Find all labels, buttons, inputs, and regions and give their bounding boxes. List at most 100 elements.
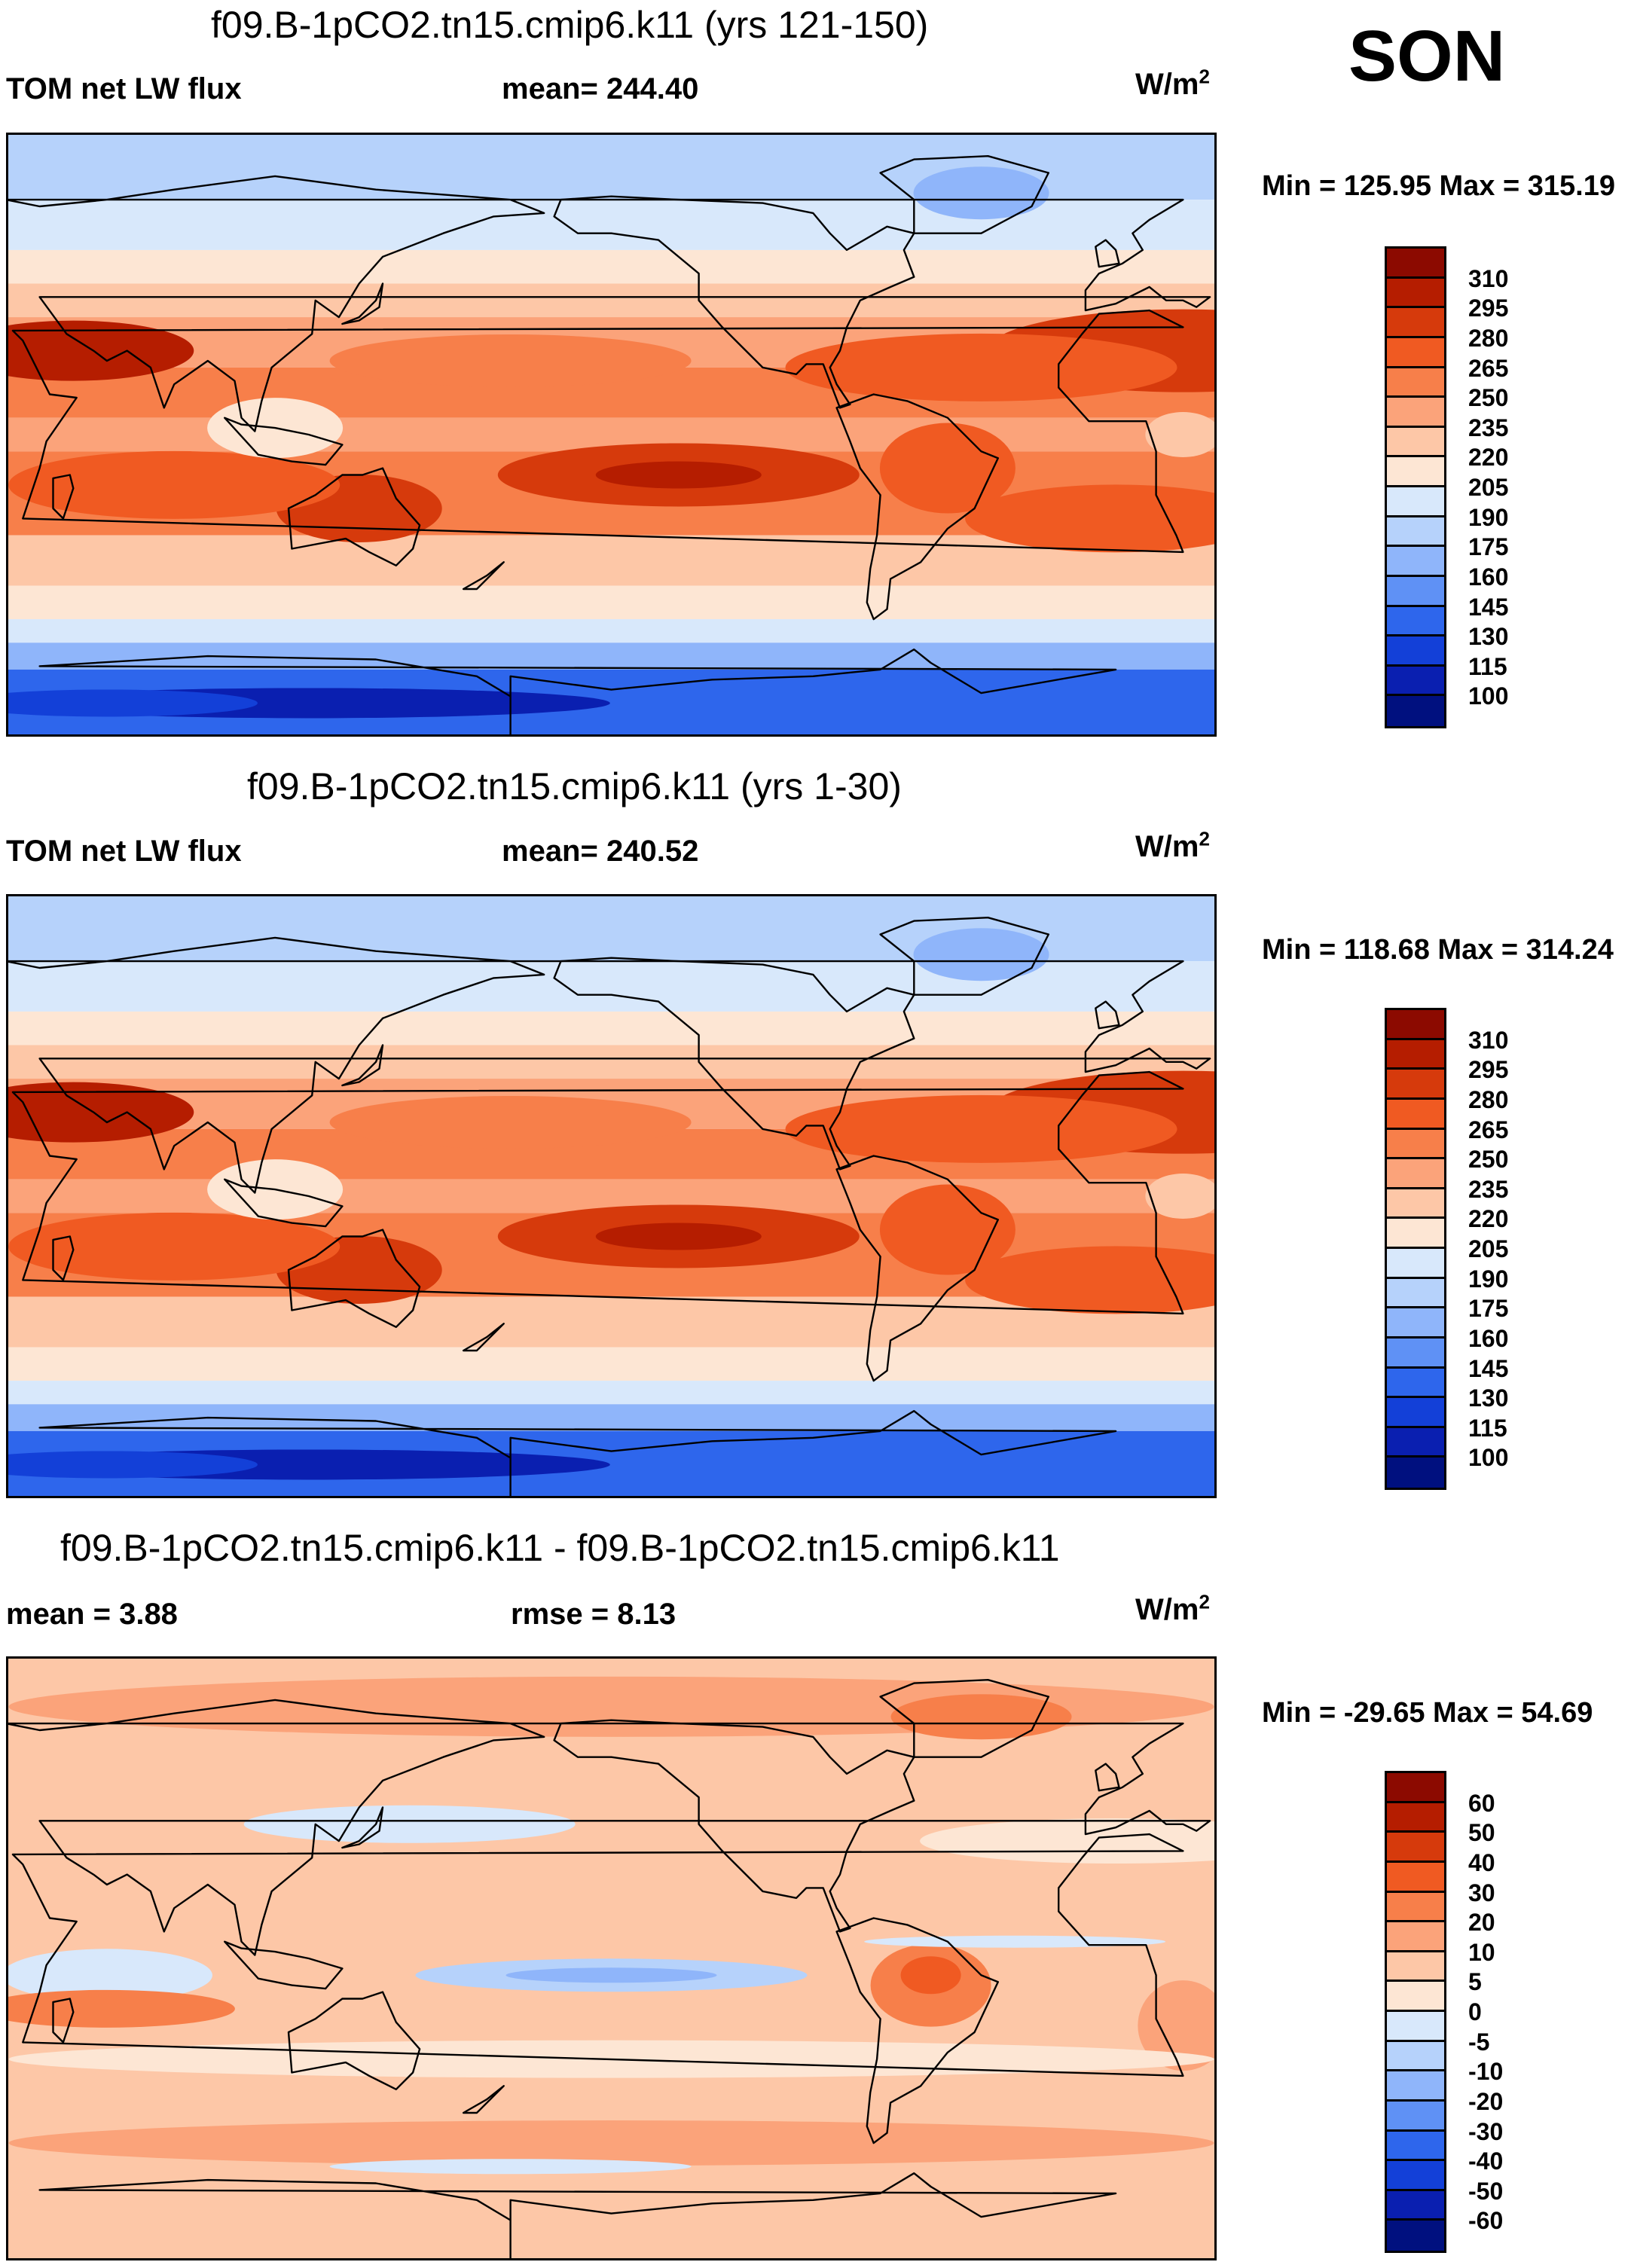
map-frame: [6, 133, 1217, 737]
coastline-indonesia: [224, 1178, 344, 1228]
panel-2-minmax: Min = 118.68 Max = 314.24: [1262, 934, 1614, 966]
panel-2-mean-label: mean= 240.52: [502, 835, 699, 868]
coastline-africa: [11, 309, 1184, 554]
coastline-europe-asia: [6, 1699, 1211, 1956]
field-band: [6, 619, 1217, 643]
field-contour: [965, 1246, 1217, 1314]
colorbar-tick-label: 50: [1468, 1819, 1495, 1847]
colorbar-segment: [1385, 425, 1446, 460]
colorbar-tick-label: 220: [1468, 444, 1509, 472]
coastline-australia: [287, 467, 421, 566]
colorbar-segment: [1385, 1186, 1446, 1222]
colorbar-segment: [1385, 2159, 1446, 2193]
coastline-nz: [462, 2085, 505, 2114]
colorbar-tick-label: -10: [1468, 2058, 1504, 2086]
colorbar-tick-label: 280: [1468, 1085, 1509, 1113]
field-contour: [1145, 412, 1217, 457]
panel-3-colorbar: 60 50 40 30 20 10 5 0 -5 -10 -20 -30 -40 -50 -60: [1385, 1771, 1503, 2253]
colorbar-tick-label: 10: [1468, 1938, 1495, 1966]
coastline-antarctica: [38, 2172, 1117, 2260]
colorbar-segment: [1385, 545, 1446, 579]
coastline-australia: [287, 1991, 421, 2090]
panel-2-variable-label: TOM net LW flux: [6, 835, 242, 868]
colorbar-segment: [1385, 246, 1446, 281]
field-contour: [879, 423, 1016, 514]
coastline-nz: [462, 1323, 505, 1352]
colorbar-tick-label: 160: [1468, 1324, 1509, 1352]
coastline-japan: [341, 282, 384, 325]
field-contour: [6, 1949, 212, 2002]
coastline-japan: [341, 1806, 384, 1849]
colorbar-segment: [1385, 276, 1446, 311]
field-contour: [329, 334, 692, 387]
colorbar-tick-label: -60: [1468, 2207, 1504, 2235]
colorbar-segment: [1385, 604, 1446, 639]
colorbar-tick-label: 175: [1468, 533, 1509, 561]
colorbar-segment: [1385, 2218, 1446, 2253]
colorbar-segment: [1385, 1037, 1446, 1073]
coastline-south-america: [835, 1155, 999, 1382]
colorbar-segment: [1385, 1771, 1446, 1806]
colorbar-segment: [1385, 1920, 1446, 1955]
colorbar-tick-label: 235: [1468, 1175, 1509, 1203]
colorbar-segment: [1385, 2069, 1446, 2104]
field-band: [6, 1381, 1217, 1405]
coastline-antarctica: [38, 649, 1117, 737]
colorbar-tick-label: 160: [1468, 563, 1509, 591]
field-band: [6, 1347, 1217, 1381]
coastline-madagascar: [52, 1235, 75, 1281]
units-text: W/m: [1135, 1593, 1199, 1626]
colorbar-segment: [1385, 485, 1446, 520]
colorbar-tick-label: 205: [1468, 474, 1509, 501]
field-contour: [785, 1094, 1177, 1163]
colorbar-segment: [1385, 395, 1446, 430]
colorbar-segment: [1385, 455, 1446, 490]
colorbar-segment: [1385, 2099, 1446, 2134]
panel-1-units: W/m2: [1135, 67, 1210, 102]
colorbar-segment: [1385, 1366, 1446, 1401]
panel-3-units: W/m2: [1135, 1590, 1210, 1627]
panel-3-rmse-label: rmse = 8.13: [511, 1598, 677, 1631]
panel-3-mean-label: mean = 3.88: [6, 1598, 178, 1631]
coastline-australia: [287, 1229, 421, 1328]
colorbar-tick-label: 250: [1468, 1146, 1509, 1174]
units-exponent: 2: [1199, 827, 1210, 850]
panel-1-minmax: Min = 125.95 Max = 315.19: [1262, 170, 1615, 202]
coastline-madagascar: [52, 474, 75, 520]
coastline-greenland: [879, 155, 1049, 234]
coastline-north-america: [553, 195, 915, 409]
coastline-nz: [462, 561, 505, 591]
colorbar-tick-label: 295: [1468, 1056, 1509, 1084]
field-contour: [595, 1223, 762, 1250]
colorbar-tick-label: 295: [1468, 295, 1509, 322]
coastline-south-america: [835, 393, 999, 621]
field-contour: [6, 689, 258, 717]
colorbar-tick-label: 220: [1468, 1205, 1509, 1233]
units-exponent: 2: [1199, 1590, 1210, 1613]
colorbar-tick-label: 40: [1468, 1848, 1495, 1876]
colorbar-segment: [1385, 1067, 1446, 1102]
colorbar-segment: [1385, 1306, 1446, 1341]
field-contour: [1145, 1174, 1217, 1219]
coastline-north-america: [553, 957, 915, 1171]
coastline-greenland: [879, 917, 1049, 996]
field-contour: [965, 484, 1217, 553]
colorbar-tick-label: 175: [1468, 1295, 1509, 1323]
colorbar-tick-label: 115: [1468, 652, 1507, 680]
field-band: [6, 249, 1217, 284]
field-contour: [785, 333, 1177, 401]
field-band: [6, 643, 1217, 670]
panel-1-map-svg: [6, 133, 1217, 737]
field-contour: [8, 1212, 341, 1281]
colorbar-segment: [1385, 1980, 1446, 2014]
colorbar-segment: [1385, 306, 1446, 340]
panel-3-map-svg: [6, 1656, 1217, 2260]
field-contour: [913, 166, 1049, 220]
colorbar-segment: [1385, 2188, 1446, 2224]
colorbar-tick-label: 60: [1468, 1789, 1495, 1817]
panel-1-mean-label: mean= 244.40: [502, 72, 699, 105]
panel-1-variable-label: TOM net LW flux: [6, 72, 242, 105]
coastline-madagascar: [52, 1998, 75, 2044]
colorbar-tick-label: -5: [1468, 2028, 1490, 2056]
colorbar-segment: [1385, 1157, 1446, 1192]
